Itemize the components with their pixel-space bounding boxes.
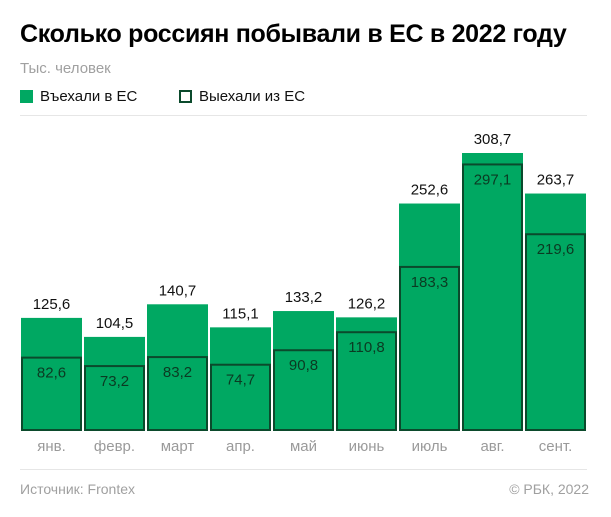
chart-subtitle: Тыс. человек — [20, 60, 111, 77]
x-tick-label: июнь — [349, 438, 385, 455]
value-label-entered: 140,7 — [159, 282, 197, 299]
legend-swatch-exited — [179, 90, 192, 103]
copyright: © РБК, 2022 — [509, 481, 589, 497]
value-label-entered: 252,6 — [411, 182, 449, 199]
x-tick-label: февр. — [94, 438, 135, 455]
x-tick-label: янв. — [37, 438, 66, 455]
value-label-entered: 104,5 — [96, 315, 134, 332]
bar-exited — [273, 349, 334, 432]
legend-label-exited: Выехали из ЕС — [199, 88, 306, 105]
legend-item-entered: Въехали в ЕС — [20, 88, 137, 105]
bar-exited — [336, 331, 397, 432]
value-label-exited: 83,2 — [163, 364, 192, 381]
value-label-exited: 219,6 — [537, 241, 575, 258]
x-tick-label: май — [290, 438, 317, 455]
x-tick-label: июль — [412, 438, 448, 455]
bar-exited — [399, 265, 460, 431]
divider-bottom — [20, 469, 587, 470]
bar-exited — [21, 356, 82, 431]
value-label-entered: 263,7 — [537, 172, 575, 189]
value-label-exited: 297,1 — [474, 171, 512, 188]
value-label-entered: 133,2 — [285, 289, 323, 306]
legend-item-exited: Выехали из ЕС — [179, 88, 305, 105]
value-label-exited: 183,3 — [411, 274, 449, 291]
x-tick-label: авг. — [480, 438, 504, 455]
bar-exited — [462, 163, 523, 431]
value-label-entered: 126,2 — [348, 295, 386, 312]
bar-exited — [147, 356, 208, 432]
value-label-exited: 82,6 — [37, 365, 66, 382]
bar-exited — [525, 233, 586, 431]
x-tick-label: сент. — [539, 438, 573, 455]
value-label-exited: 73,2 — [100, 373, 129, 390]
legend-swatch-entered — [20, 90, 33, 103]
chart-title: Сколько россиян побывали в ЕС в 2022 год… — [20, 20, 567, 48]
legend-label-entered: Въехали в ЕС — [40, 88, 138, 105]
value-label-exited: 90,8 — [289, 357, 318, 374]
value-label-entered: 125,6 — [33, 296, 71, 313]
x-tick-label: апр. — [226, 438, 255, 455]
x-tick-label: март — [161, 438, 195, 455]
value-label-exited: 110,8 — [348, 339, 384, 356]
value-label-exited: 74,7 — [226, 372, 255, 389]
source-note: Источник: Frontex — [20, 481, 136, 497]
bar-exited — [210, 363, 271, 431]
divider-top — [20, 115, 587, 116]
value-label-entered: 115,1 — [222, 305, 258, 322]
value-label-entered: 308,7 — [474, 131, 512, 148]
bar-exited — [84, 365, 145, 431]
